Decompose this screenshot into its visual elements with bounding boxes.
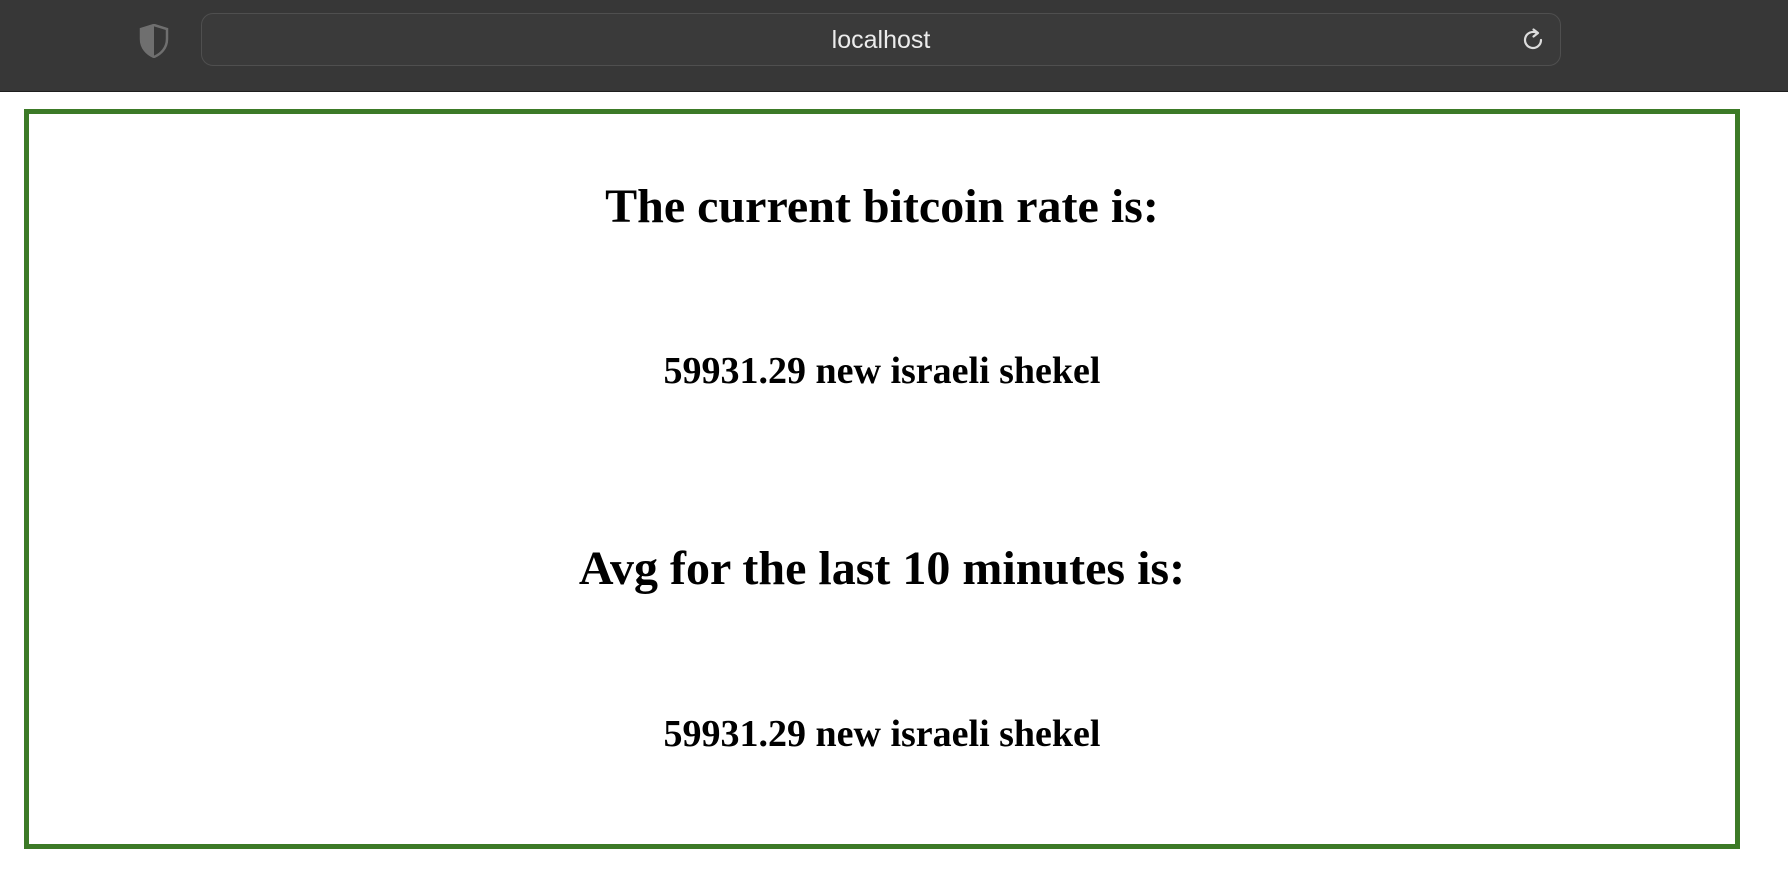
avg-rate-value: 59931.29 new israeli shekel — [663, 713, 1101, 755]
avg-rate-heading: Avg for the last 10 minutes is: — [578, 542, 1186, 595]
browser-toolbar: localhost — [0, 0, 1788, 92]
shield-icon[interactable] — [139, 24, 169, 58]
address-bar[interactable]: localhost — [201, 13, 1561, 66]
current-rate-heading: The current bitcoin rate is: — [605, 180, 1159, 233]
rate-panel: The current bitcoin rate is: 59931.29 ne… — [24, 109, 1740, 849]
reload-icon[interactable] — [1520, 27, 1546, 53]
address-text: localhost — [831, 26, 931, 54]
current-rate-value: 59931.29 new israeli shekel — [663, 350, 1101, 392]
